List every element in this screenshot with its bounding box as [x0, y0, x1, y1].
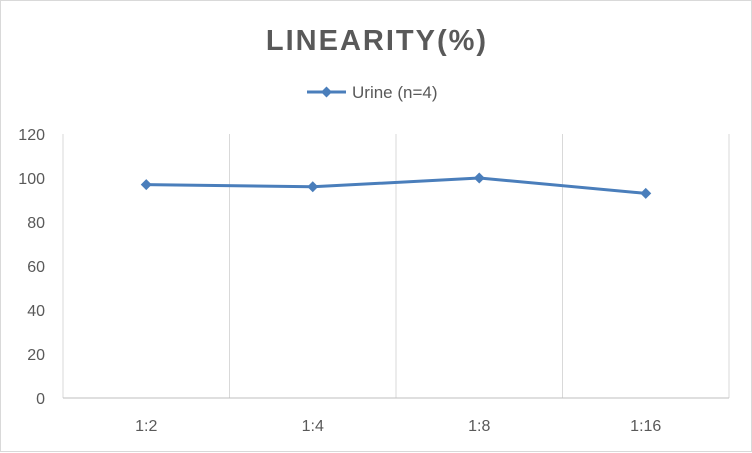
y-tick-label: 40 [27, 303, 45, 320]
x-tick-label: 1:4 [302, 418, 324, 435]
data-point-marker [473, 172, 485, 184]
legend: Urine (n=4) [307, 83, 438, 102]
y-tick-label: 60 [27, 259, 45, 276]
y-tick-label: 0 [36, 391, 45, 408]
y-tick-label: 120 [18, 127, 45, 144]
data-point-marker [307, 181, 319, 193]
legend-marker [321, 86, 332, 98]
chart-title: LINEARITY(%) [266, 25, 488, 57]
y-tick-label: 20 [27, 347, 45, 364]
plot-area: 0 20 40 60 80 100 120 1:2 1:4 1:8 1:16 [18, 127, 730, 435]
x-tick-label: 1:2 [135, 418, 157, 435]
data-point-marker [140, 179, 152, 191]
series-line [146, 176, 646, 195]
x-tick-label: 1:8 [468, 418, 490, 435]
x-tick-label: 1:16 [630, 418, 661, 435]
y-tick-label: 100 [18, 171, 45, 188]
y-tick-label: 80 [27, 215, 45, 232]
data-point-marker [640, 187, 652, 199]
legend-label: Urine (n=4) [352, 83, 438, 102]
